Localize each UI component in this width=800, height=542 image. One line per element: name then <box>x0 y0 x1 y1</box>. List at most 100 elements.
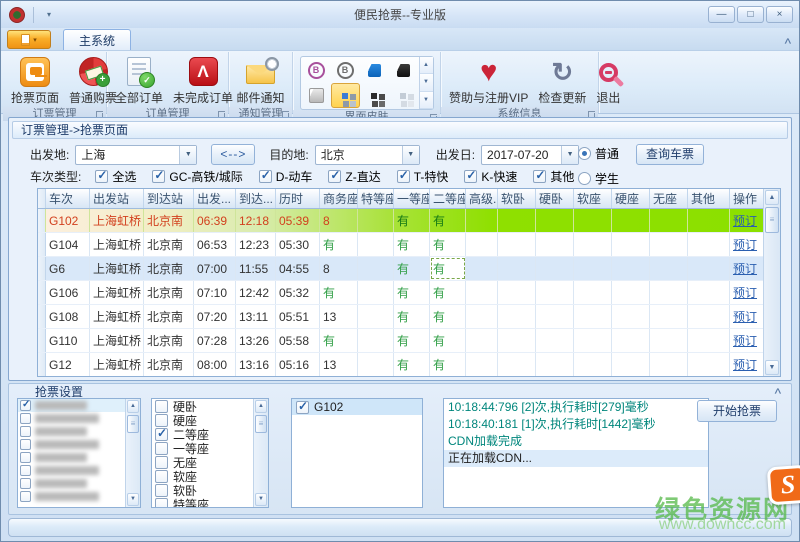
passenger-row[interactable] <box>18 477 140 490</box>
skin-blocks-black-icon[interactable] <box>360 83 389 108</box>
seat-option-row[interactable]: 二等座 <box>152 426 268 442</box>
column-header[interactable]: 硬卧 <box>536 189 574 208</box>
table-row[interactable]: G108 上海虹桥 北京南 07:20 13:11 05:51 13 有有预订 <box>38 305 773 329</box>
unfinished-orders-button[interactable]: 未完成订单 <box>170 54 236 107</box>
query-tickets-button[interactable]: 查询车票 <box>636 144 704 165</box>
seat-option-row[interactable]: 软座 <box>152 469 268 484</box>
column-header[interactable]: 历时 <box>276 189 320 208</box>
train-row[interactable]: G102 <box>292 399 422 415</box>
passenger-scrollbar[interactable]: ▲ ≡ ▼ <box>125 399 140 507</box>
skin-blocks-gray-icon[interactable] <box>389 83 418 108</box>
seat-option-row[interactable]: 无座 <box>152 455 268 470</box>
table-row[interactable]: G102 上海虹桥 北京南 06:39 12:18 05:39 8 有有预订 <box>38 209 773 233</box>
seat-option-row[interactable]: 特等座 <box>152 497 268 507</box>
maximize-button[interactable]: □ <box>737 6 764 23</box>
radio-normal[interactable]: 普通 <box>578 145 619 162</box>
selected-train-list[interactable]: G102 <box>291 398 423 508</box>
table-row[interactable]: G12 上海虹桥 北京南 08:00 13:16 05:16 13 有有预订 <box>38 353 773 376</box>
panel-collapse-icon[interactable]: ᐱ <box>774 387 781 396</box>
close-button[interactable]: × <box>766 6 793 23</box>
date-select[interactable]: 2017-07-20 ▼ <box>481 144 580 165</box>
checkbox-icon[interactable] <box>155 455 168 469</box>
column-header[interactable]: 软座 <box>574 189 612 208</box>
column-header[interactable]: 软卧 <box>498 189 536 208</box>
mail-notify-button[interactable]: 邮件通知 <box>234 54 288 107</box>
table-row[interactable]: G104 上海虹桥 北京南 06:53 12:23 05:30 有有有预订 <box>38 233 773 257</box>
checkbox-icon[interactable] <box>20 399 31 411</box>
ribbon-collapse-icon[interactable]: ᐱ <box>784 37 791 46</box>
column-header[interactable]: 硬座 <box>612 189 650 208</box>
checkbox-icon[interactable] <box>155 441 168 455</box>
checkbox-icon[interactable] <box>296 399 309 414</box>
checkbox-icon[interactable] <box>20 478 31 489</box>
column-header[interactable]: 商务座 <box>320 189 358 208</box>
gallery-up-icon[interactable]: ▲ <box>419 57 433 75</box>
checkbox-icon[interactable] <box>155 483 168 497</box>
passenger-row[interactable] <box>18 412 140 425</box>
column-header[interactable]: 到达站 <box>144 189 194 208</box>
vertical-scrollbar[interactable]: ▲ ≡ ▼ <box>763 189 780 376</box>
from-select[interactable]: 上海 ▼ <box>75 144 198 165</box>
seat-option-row[interactable]: 硬卧 <box>152 399 268 414</box>
column-header[interactable]: 出发... <box>194 189 236 208</box>
passenger-row[interactable] <box>18 399 140 412</box>
checkbox-icon[interactable] <box>20 413 31 424</box>
train-type-checkbox[interactable]: Z-直达 <box>328 168 381 185</box>
checkbox-icon[interactable] <box>20 465 31 476</box>
checkbox-icon[interactable] <box>20 452 31 463</box>
train-type-checkbox[interactable]: T-特快 <box>396 168 448 185</box>
train-type-checkbox[interactable]: 其他 <box>533 168 574 185</box>
column-header[interactable]: 无座 <box>650 189 688 208</box>
seat-scrollbar[interactable]: ▲ ≡ ▼ <box>253 399 268 507</box>
train-type-checkbox[interactable]: GC-高铁/城际 <box>152 168 243 185</box>
skin-office-white-icon[interactable] <box>302 83 331 108</box>
checkbox-icon[interactable] <box>155 497 168 507</box>
gallery-down-icon[interactable]: ▼ <box>419 74 433 92</box>
train-type-checkbox[interactable]: 全选 <box>95 168 136 185</box>
radio-student[interactable]: 学生 <box>578 170 619 187</box>
start-grab-button[interactable]: 开始抢票 <box>697 400 777 422</box>
checkbox-icon[interactable] <box>20 439 31 450</box>
checkbox-icon[interactable] <box>155 469 168 483</box>
column-header[interactable]: 特等座 <box>358 189 394 208</box>
all-orders-button[interactable]: 全部订单 <box>112 54 166 107</box>
check-update-button[interactable]: ↻ 检查更新 <box>538 56 587 106</box>
column-header[interactable]: 到达... <box>236 189 276 208</box>
passenger-row[interactable] <box>18 425 140 438</box>
table-row[interactable]: G106 上海虹桥 北京南 07:10 12:42 05:32 有有有预订 <box>38 281 773 305</box>
seat-option-row[interactable]: 硬座 <box>152 413 268 428</box>
train-type-checkbox[interactable]: K-快速 <box>464 168 517 185</box>
grab-page-button[interactable]: 抢票页面 <box>8 54 62 107</box>
seat-type-list[interactable]: 硬卧硬座二等座一等座无座软座软卧特等座 ▲ ≡ ▼ <box>151 398 269 508</box>
column-header[interactable]: 二等座 <box>430 189 466 208</box>
passenger-row[interactable] <box>18 464 140 477</box>
passenger-row[interactable] <box>18 490 140 503</box>
skin-office-blue-icon[interactable] <box>360 58 389 83</box>
passenger-row[interactable] <box>18 451 140 464</box>
seat-option-row[interactable]: 一等座 <box>152 441 268 456</box>
seat-option-row[interactable]: 软卧 <box>152 483 268 498</box>
checkbox-icon[interactable] <box>155 426 168 441</box>
table-row[interactable]: G6 上海虹桥 北京南 07:00 11:55 04:55 8 有有预订 <box>38 257 773 281</box>
swap-button[interactable]: <--> <box>211 144 256 165</box>
application-menu-button[interactable]: ▾ <box>7 30 51 49</box>
passenger-row[interactable] <box>18 438 140 451</box>
column-header[interactable]: 其他 <box>688 189 730 208</box>
table-row[interactable]: G110 上海虹桥 北京南 07:28 13:26 05:58 有有有预订 <box>38 329 773 353</box>
skin-circle-purple-icon[interactable] <box>302 58 331 83</box>
normal-purchase-button[interactable]: 普通购票 <box>66 54 120 107</box>
quick-access-dropdown-icon[interactable]: ▾ <box>47 10 52 19</box>
minimize-button[interactable]: — <box>708 6 735 23</box>
skin-blocks-blue-icon[interactable] <box>330 83 360 108</box>
exit-button[interactable]: 退出 <box>593 54 623 107</box>
column-header[interactable]: 一等座 <box>394 189 430 208</box>
train-type-checkbox[interactable]: D-动车 <box>258 168 312 185</box>
passenger-list[interactable]: ▲ ≡ ▼ <box>17 398 141 508</box>
gallery-more-icon[interactable]: ▼ <box>419 91 433 109</box>
to-select[interactable]: 北京 ▼ <box>314 144 420 165</box>
skin-circle-gray-icon[interactable] <box>331 58 360 83</box>
sponsor-vip-button[interactable]: ♥ 赞助与注册VIP <box>449 55 529 106</box>
skin-office-black-icon[interactable] <box>389 58 418 83</box>
column-header[interactable]: 出发站 <box>90 189 144 208</box>
column-header[interactable]: 车次 <box>46 189 90 208</box>
